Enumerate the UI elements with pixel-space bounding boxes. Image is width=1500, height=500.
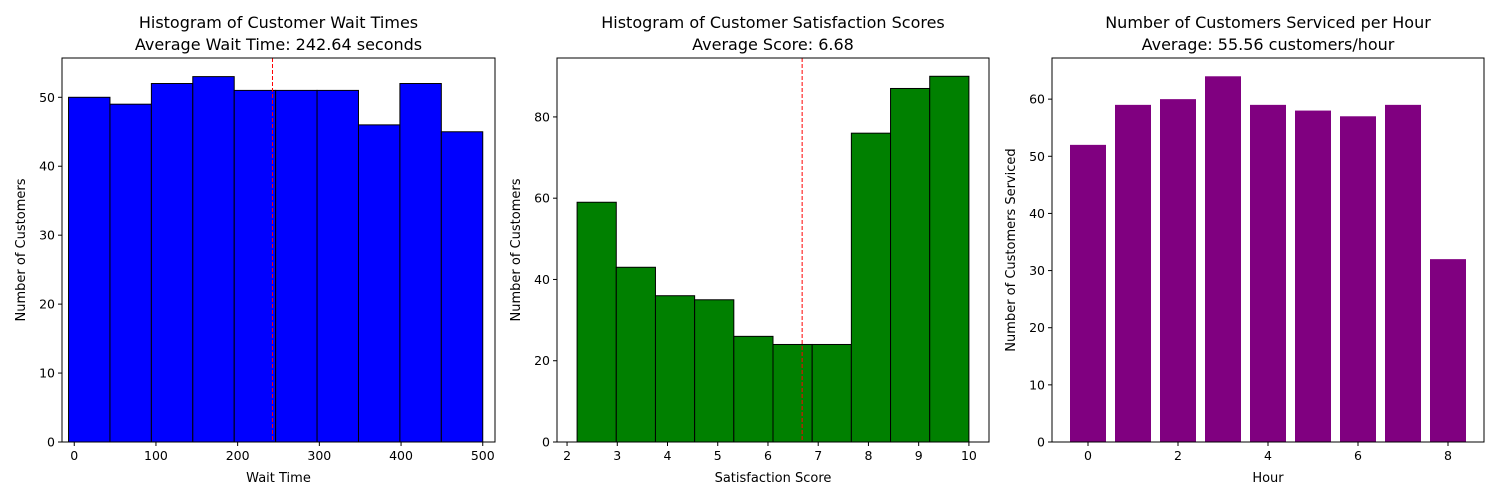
x-tick-label: 8 — [864, 448, 872, 463]
histogram-bar — [109, 103, 152, 443]
histogram-bar — [316, 89, 359, 443]
x-tick-label: 2 — [563, 448, 571, 463]
y-tick-label: 20 — [39, 297, 55, 312]
bar — [1295, 110, 1331, 443]
histogram-bar — [772, 343, 813, 443]
x-tick-label: 4 — [664, 448, 672, 463]
x-tick-label: 8 — [1444, 448, 1452, 463]
chart-subtitle: Average: 55.56 customers/hour — [1142, 35, 1395, 54]
x-tick-label: 0 — [70, 448, 78, 463]
y-axis-label: Number of Customers — [14, 178, 29, 321]
x-tick-label: 100 — [144, 448, 168, 463]
y-tick-label: 30 — [39, 228, 55, 243]
histogram-bar — [733, 335, 774, 443]
x-tick-label: 400 — [389, 448, 413, 463]
x-tick-label: 7 — [814, 448, 822, 463]
bar — [1340, 116, 1376, 443]
histogram-bar — [850, 132, 892, 443]
y-tick-label: 60 — [1029, 92, 1045, 107]
bar — [1115, 104, 1151, 442]
bar — [1385, 104, 1421, 442]
histogram-bar — [890, 87, 931, 443]
y-tick-label: 10 — [1029, 377, 1045, 392]
chart-title: Number of Customers Serviced per Hour — [1105, 13, 1431, 32]
y-tick-label: 40 — [534, 272, 550, 287]
y-tick-label: 40 — [39, 159, 55, 174]
histogram-bar — [929, 75, 970, 443]
chart-title: Histogram of Customer Satisfaction Score… — [601, 13, 945, 32]
x-tick-label: 500 — [471, 448, 495, 463]
y-tick-label: 50 — [1029, 149, 1045, 164]
x-axis-label: Satisfaction Score — [715, 471, 832, 486]
y-tick-label: 30 — [1029, 263, 1045, 278]
y-tick-label: 40 — [1029, 206, 1045, 221]
histogram-bar — [615, 266, 656, 443]
customers-per-hour-panel: Number of Customers Serviced per Hour Av… — [1004, 13, 1485, 486]
y-tick-label: 80 — [534, 109, 550, 124]
x-tick-label: 10 — [961, 448, 977, 463]
y-tick-label: 0 — [47, 435, 55, 450]
x-tick-label: 300 — [307, 448, 331, 463]
axes-frame — [556, 57, 990, 443]
histogram-bar — [192, 76, 235, 443]
histogram-bar — [357, 124, 401, 443]
x-tick-label: 2 — [1174, 448, 1182, 463]
x-axis-label: Wait Time — [246, 471, 311, 486]
x-tick-label: 4 — [1264, 448, 1272, 463]
x-tick-label: 5 — [714, 448, 722, 463]
histogram-bar — [440, 131, 484, 443]
y-tick-label: 20 — [534, 353, 550, 368]
bar — [1160, 99, 1196, 443]
y-tick-label: 20 — [1029, 320, 1045, 335]
y-tick-label: 0 — [1037, 435, 1045, 450]
histogram-bar — [275, 89, 318, 443]
histogram-bar — [694, 299, 735, 443]
histogram-bar — [654, 295, 696, 443]
chart-subtitle: Average Score: 6.68 — [692, 35, 854, 54]
bar — [1430, 259, 1466, 442]
y-tick-label: 0 — [542, 435, 550, 450]
x-tick-label: 6 — [764, 448, 772, 463]
bar — [1070, 144, 1106, 442]
histogram-bar — [68, 96, 111, 443]
chart-title: Histogram of Customer Wait Times — [139, 13, 418, 32]
wait-time-histogram-panel: Histogram of Customer Wait Times Average… — [14, 13, 496, 486]
bar — [1205, 76, 1241, 443]
y-tick-label: 10 — [39, 366, 55, 381]
histogram-bar — [233, 89, 277, 443]
y-tick-label: 60 — [534, 191, 550, 206]
y-axis-label: Number of Customers — [509, 178, 524, 321]
plot-area: 2 3 4 5 6 7 8 9 10 0 20 40 60 80 — [534, 57, 990, 463]
bar — [1250, 104, 1286, 442]
plot-area: 0 2 4 6 8 0 10 20 30 40 50 60 — [1029, 57, 1485, 463]
histogram-bar — [399, 83, 442, 443]
x-tick-label: 6 — [1354, 448, 1362, 463]
histogram-bar — [811, 343, 852, 443]
plot-area: 0 100 200 300 400 500 0 10 20 30 40 50 — [39, 57, 496, 463]
x-axis-label: Hour — [1252, 471, 1284, 486]
x-tick-label: 9 — [915, 448, 923, 463]
x-tick-label: 3 — [613, 448, 621, 463]
x-tick-label: 200 — [226, 448, 250, 463]
x-tick-label: 0 — [1084, 448, 1092, 463]
histogram-bar — [150, 83, 194, 443]
y-tick-label: 50 — [39, 90, 55, 105]
y-axis-label: Number of Customers Serviced — [1004, 148, 1019, 351]
chart-subtitle: Average Wait Time: 242.64 seconds — [135, 35, 422, 54]
satisfaction-histogram-panel: Histogram of Customer Satisfaction Score… — [509, 13, 990, 486]
axes-frame — [61, 57, 496, 443]
histogram-bar — [576, 201, 617, 443]
